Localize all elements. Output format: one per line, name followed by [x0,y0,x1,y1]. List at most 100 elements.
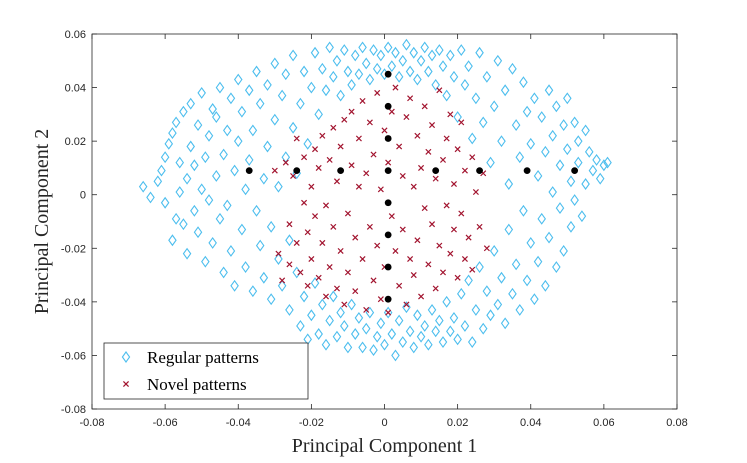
novel-pattern-point [421,103,428,110]
novel-pattern-point [363,170,370,177]
regular-pattern-point [307,309,316,322]
novel-pattern-point [304,282,311,289]
novel-pattern-point [308,183,315,190]
novel-pattern-point [341,116,348,123]
novel-pattern-point [352,234,359,241]
regular-pattern-point [266,293,276,306]
novel-pattern-point [355,135,362,142]
novel-pattern-point [359,97,366,104]
y-tick-label: 0.02 [65,136,86,148]
novel-pattern-point [418,164,425,171]
novel-pattern-point [293,135,300,142]
regular-pattern-point [226,92,236,105]
novel-pattern-point [461,167,468,174]
regular-pattern-point [530,293,539,306]
novel-pattern-point [465,234,472,241]
regular-pattern-point [321,338,331,351]
regular-pattern-point [566,175,576,188]
regular-pattern-point [592,153,601,166]
regular-pattern-point [340,320,349,332]
regular-pattern-point [394,314,404,327]
regular-pattern-point [581,124,590,137]
legend: Regular patterns Novel patterns [103,342,309,400]
novel-pattern-point [385,309,392,316]
regular-pattern-point [380,338,389,351]
regular-pattern-point [552,261,561,273]
novel-pattern-point [388,108,395,115]
regular-pattern-point [416,330,426,343]
novel-pattern-point [450,226,457,233]
regular-pattern-point [230,279,239,292]
regular-pattern-point [244,84,254,97]
regular-pattern-point [204,129,214,142]
regular-pattern-point [511,119,521,132]
novel-pattern-point [469,266,476,273]
regular-pattern-point [299,290,309,303]
novel-pattern-point [315,274,322,281]
regular-pattern-point [413,309,422,322]
novel-pattern-point [483,245,490,252]
novel-pattern-point [348,108,355,115]
y-tick-label: 0 [80,190,86,202]
regular-pattern-point [427,303,437,316]
regular-pattern-point [248,124,258,137]
regular-pattern-point [603,156,612,169]
novel-pattern-point [366,223,373,230]
regular-pattern-point [296,97,305,110]
regular-pattern-point [431,78,440,91]
regular-pattern-point [563,143,572,156]
regular-pattern-point [347,78,356,91]
regular-pattern-point [263,78,272,91]
regular-pattern-point [595,172,605,185]
regular-pattern-point [548,129,557,142]
regular-pattern-point [241,183,250,196]
regular-pattern-point [420,41,429,54]
y-tick-label: 0.04 [65,83,86,95]
regular-pattern-point [486,156,495,169]
centroid-point [245,167,253,175]
novel-pattern-point [454,146,461,153]
regular-pattern-point [500,84,510,97]
novel-pattern-point [469,154,476,161]
regular-pattern-point [233,135,243,148]
regular-pattern-point [493,54,503,67]
regular-pattern-point [537,111,546,123]
regular-pattern-point [471,303,481,316]
regular-pattern-point [464,60,473,73]
regular-pattern-point [299,65,309,78]
y-axis-label: Principal Component 2 [31,129,53,315]
regular-pattern-point [457,287,466,300]
novel-pattern-point [279,277,286,284]
novel-pattern-point [366,119,373,126]
x-tick-label: -0.04 [226,417,251,429]
novel-pattern-point [312,213,319,220]
novel-pattern-point [344,269,351,276]
regular-pattern-point [460,78,470,91]
legend-label-novel: Novel patterns [147,375,247,394]
novel-pattern-point [359,255,366,263]
regular-pattern-point [157,164,166,177]
regular-pattern-point [511,258,521,271]
regular-pattern-point [208,103,217,115]
novel-pattern-point [286,261,293,268]
novel-pattern-point [439,156,447,163]
novel-pattern-point [301,154,308,161]
novel-pattern-point [322,202,330,209]
regular-pattern-point [171,212,181,225]
novel-pattern-point [447,250,454,257]
novel-pattern-point [454,274,461,281]
novel-pattern-point [352,288,359,295]
novel-pattern-point [443,202,450,209]
regular-pattern-point [563,92,572,105]
x-tick-label: 0.02 [447,417,468,429]
regular-pattern-point [343,65,353,78]
regular-pattern-point [555,202,565,215]
regular-pattern-point [321,84,331,97]
regular-pattern-point [497,271,506,284]
regular-pattern-point [599,159,609,172]
regular-pattern-point [570,116,579,129]
regular-pattern-point [420,320,429,332]
regular-pattern-point [179,105,188,118]
regular-pattern-point [354,311,364,324]
novel-pattern-point [429,221,436,228]
